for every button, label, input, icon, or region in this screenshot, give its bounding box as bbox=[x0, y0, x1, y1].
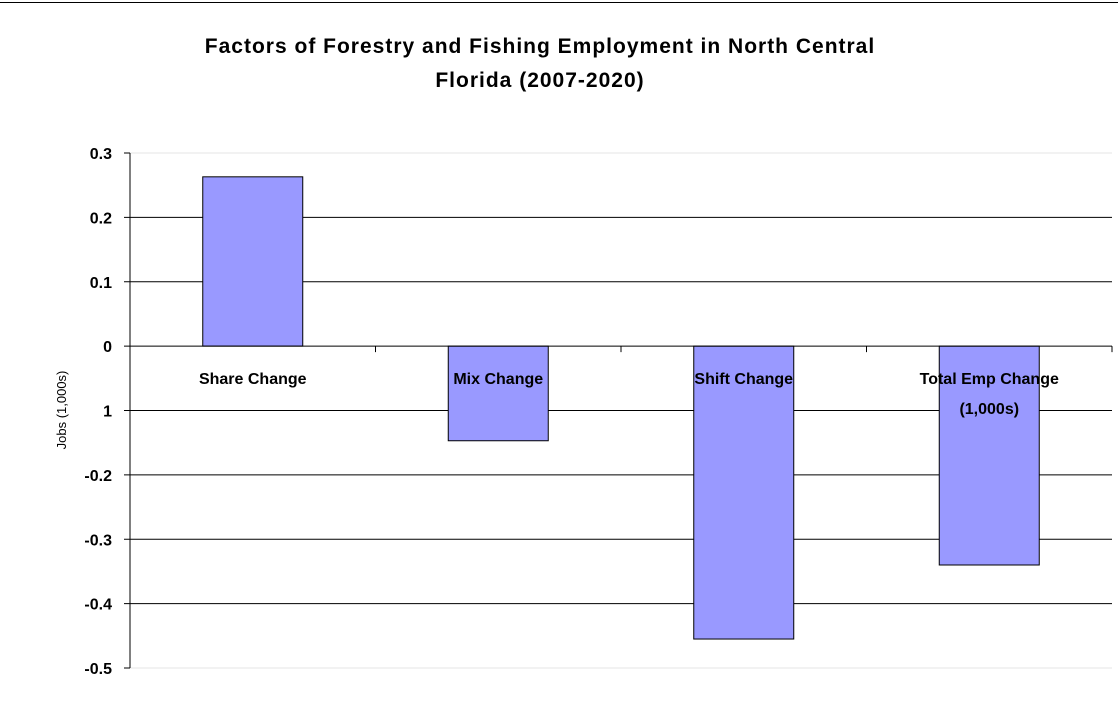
bars bbox=[202, 176, 1040, 640]
category-label: Shift Change bbox=[694, 371, 793, 388]
y-tick-label: 0.2 bbox=[90, 210, 112, 227]
y-tick-label: 0.1 bbox=[90, 275, 112, 292]
category-label: Mix Change bbox=[453, 371, 543, 388]
bar bbox=[202, 176, 304, 347]
y-tick-label: 0.3 bbox=[90, 146, 112, 163]
y-tick-label: -0.2 bbox=[84, 468, 112, 485]
labels: 0.3 0.2 0.1 0 1 -0.2 -0.3 -0.4 -0.5 Share Change M… bbox=[84, 146, 1059, 678]
y-tick-label: -0.4 bbox=[84, 597, 112, 614]
y-tick-label: 0 bbox=[103, 339, 112, 356]
chart-title-line-1: Factors of Forestry and Fishing Employme… bbox=[204, 35, 876, 58]
bar bbox=[447, 345, 549, 442]
y-tick-label: -0.3 bbox=[84, 532, 112, 549]
y-axis-label: Jobs (1,000s) bbox=[54, 371, 69, 450]
category-label: Share Change bbox=[199, 371, 307, 388]
y-tick-label: -0.5 bbox=[84, 661, 112, 678]
top-rule bbox=[0, 2, 1118, 3]
chart-title-line-2: Florida (2007-2020) bbox=[435, 69, 645, 92]
category-label: (1,000s) bbox=[959, 401, 1019, 418]
chart-title: Factors of Forestry and Fishing Employme… bbox=[140, 30, 940, 98]
category-label: Total Emp Change bbox=[920, 371, 1059, 388]
bar bbox=[938, 345, 1040, 566]
axes bbox=[124, 152, 1113, 669]
y-tick-label: 1 bbox=[103, 404, 112, 421]
bar bbox=[693, 345, 795, 640]
